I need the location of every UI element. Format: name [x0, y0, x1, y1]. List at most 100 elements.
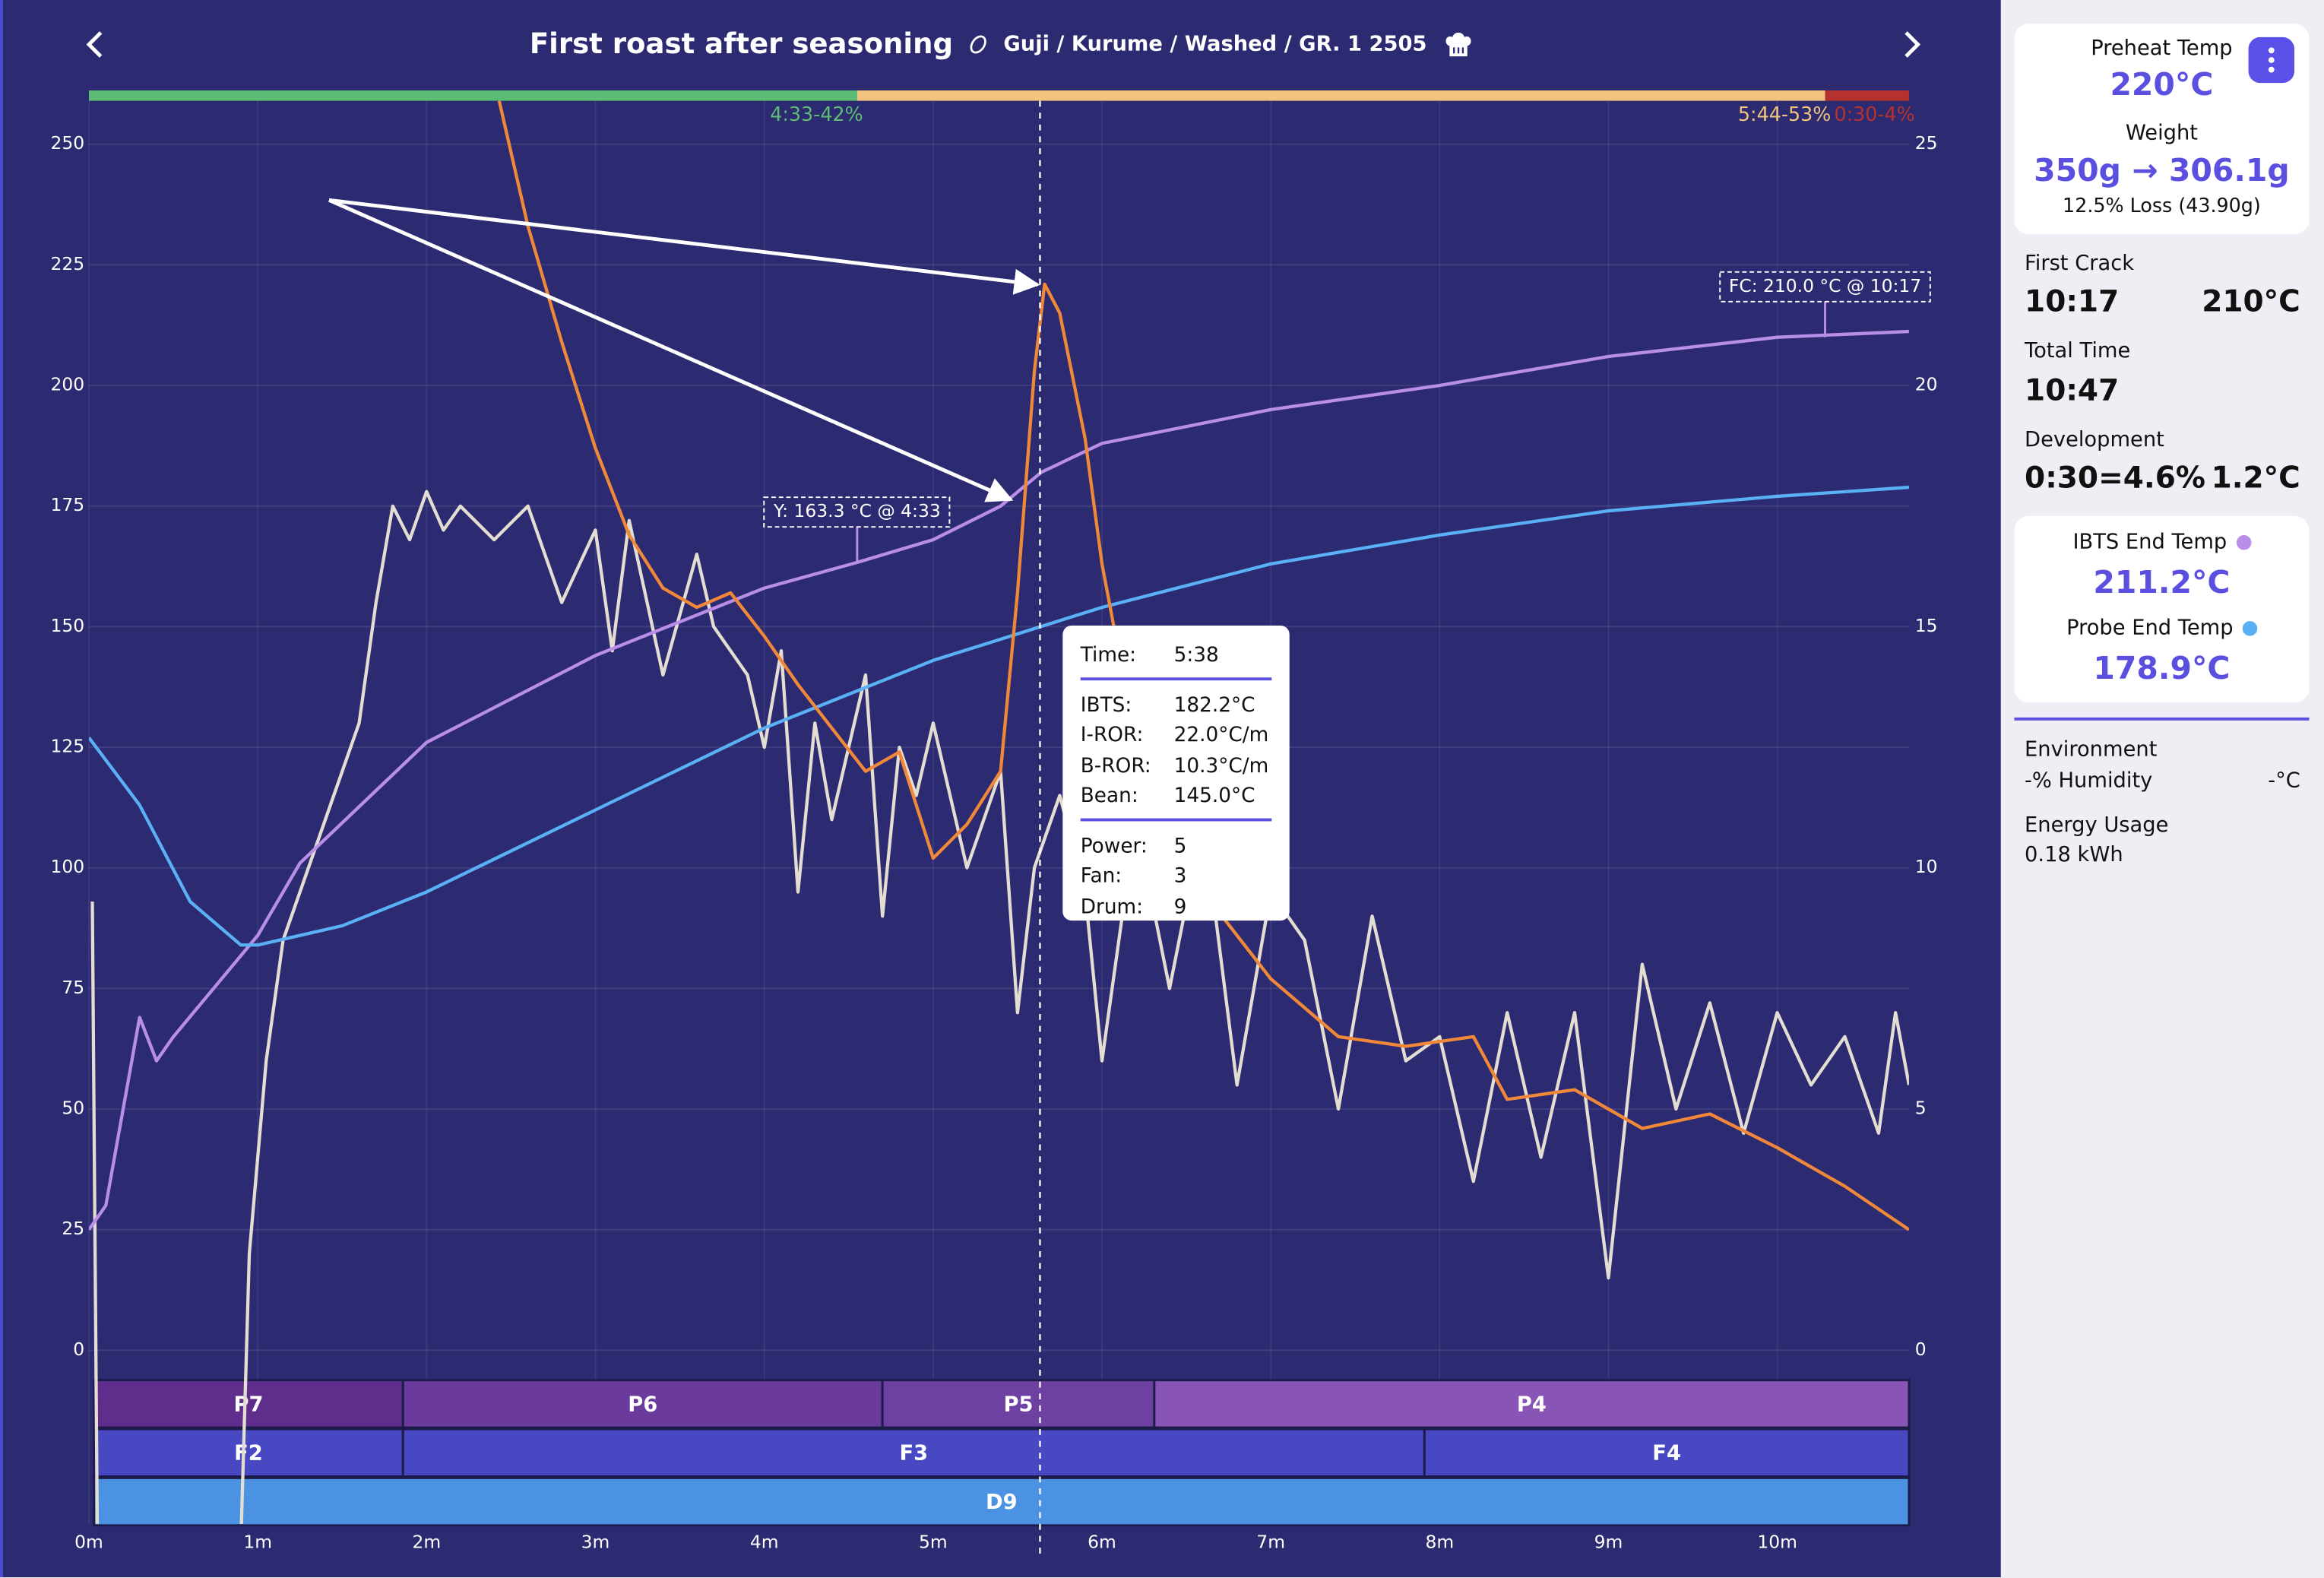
label: Environment	[2025, 738, 2158, 762]
tooltip-key: Power:	[1080, 834, 1148, 858]
menu-button[interactable]	[2248, 36, 2295, 84]
preheat-card: Preheat Temp 220°C Weight 350g → 306.1g …	[2014, 24, 2310, 235]
tooltip-key: I-ROR:	[1080, 724, 1144, 748]
arrow	[328, 198, 1040, 295]
y-tick-label: 25	[62, 1218, 84, 1239]
tooltip-value: 5	[1173, 834, 1187, 858]
x-tick-label: 1m	[243, 1532, 272, 1553]
back-button[interactable]	[74, 21, 116, 68]
label-text: Probe End Temp	[2066, 616, 2234, 641]
tooltip-group: Power: 5 Fan: 3 Drum: 9	[1081, 828, 1272, 928]
tooltip-row: Power: 5	[1081, 831, 1272, 861]
tooltip-row: B-ROR: 10.3°C/m	[1081, 751, 1272, 781]
tooltip-group: IBTS: 182.2°C I-ROR: 22.0°C/m B-ROR: 10.3°C/m…	[1080, 687, 1272, 821]
progress-segment	[89, 90, 857, 101]
y2-tick-label: 25	[1915, 132, 1938, 154]
tooltip-value: 3	[1173, 864, 1187, 889]
tooltip-key: B-ROR:	[1080, 754, 1151, 778]
tooltip-value: 182.2°C	[1173, 693, 1255, 718]
value: 1.2°C	[2211, 459, 2300, 496]
phase-bar	[401, 1379, 884, 1429]
y2-tick-label: 0	[1915, 1339, 1927, 1360]
phase-bar	[93, 1427, 404, 1478]
bean-icon	[970, 35, 986, 54]
value: 211.2°C	[2093, 565, 2231, 600]
label: Development	[2025, 428, 2164, 452]
y-tick-label: 175	[51, 494, 85, 515]
series-line	[89, 329, 1909, 1231]
label: IBTS End Temp	[2014, 531, 2309, 554]
label: Probe End Temp	[2014, 616, 2309, 641]
tooltip-row: Time: 5:38	[1081, 641, 1272, 671]
label-text: IBTS End Temp	[2072, 531, 2227, 555]
value: -% Humidity	[2025, 769, 2153, 794]
phase-bar	[93, 1379, 404, 1429]
series-line	[90, 490, 1909, 1524]
y2-tick-label: 15	[1915, 615, 1938, 636]
grid: 0 25 50 75 100 125 150 175 200 225 250 0 5 10 15 20 25 0m…	[51, 90, 1938, 1553]
value: -°C	[2268, 769, 2300, 794]
roast-title: First roast after seasoning	[529, 28, 954, 61]
phase-label: P4	[1517, 1393, 1547, 1416]
label: Preheat Temp	[2091, 36, 2233, 61]
progress-label: 4:33-42%	[770, 103, 863, 125]
loss: 12.5% Loss (43.90g)	[2063, 195, 2261, 218]
tooltip-value: 5:38	[1173, 643, 1219, 668]
value: 10:17	[2025, 283, 2120, 319]
tooltip: Time: 5:38 IBTS: 182.2°C I-ROR: 22.0°C/m B-ROR…	[1062, 626, 1290, 921]
phase-label: P6	[628, 1393, 657, 1416]
forward-button[interactable]	[1892, 21, 1933, 68]
progress-segment	[1825, 90, 1909, 101]
phase-bar	[1423, 1427, 1911, 1478]
legend-dot	[2235, 535, 2251, 550]
tooltip-value: 10.3°C/m	[1173, 754, 1269, 778]
y-tick-label: 200	[51, 374, 85, 395]
label: Weight	[2125, 121, 2199, 146]
y-tick-label: 225	[51, 253, 85, 274]
y-tick-label: 0	[73, 1339, 84, 1360]
chef-icon	[1445, 32, 1471, 57]
value: 210°C	[2202, 283, 2300, 319]
annotation-box	[1719, 271, 1931, 303]
y-tick-label: 75	[62, 977, 84, 998]
phase-bar	[1153, 1379, 1911, 1429]
chart: 0 25 50 75 100 125 150 175 200 225 250 0 5 10 15 20 25 0m…	[51, 90, 1938, 1554]
value: 10:47	[2025, 372, 2120, 408]
tooltip-row: Drum: 9	[1081, 892, 1272, 922]
x-tick-label: 5m	[919, 1532, 948, 1553]
phase-label: P5	[1004, 1393, 1034, 1416]
label: Total Time	[2025, 339, 2131, 363]
annotation-label: Y: 163.3 °C @ 4:33	[773, 500, 941, 521]
tooltip-key: Fan:	[1080, 864, 1122, 889]
x-tick-label: 2m	[413, 1532, 442, 1553]
value: 178.9°C	[2093, 651, 2231, 686]
series-line	[89, 485, 1909, 947]
progress-label: 0:30-4%	[1834, 103, 1914, 125]
arrow	[328, 198, 1014, 502]
x-tick-label: 10m	[1757, 1532, 1797, 1553]
tooltip-value: 22.0°C/m	[1173, 724, 1269, 748]
divider	[2014, 717, 2310, 721]
tooltip-value: 9	[1173, 895, 1187, 919]
tooltip-key: Time:	[1080, 643, 1137, 668]
x-tick-label: 0m	[74, 1532, 103, 1553]
progress-label: 5:44-53%	[1738, 103, 1831, 125]
y2-tick-label: 20	[1915, 374, 1938, 395]
tooltip-key: Bean:	[1080, 784, 1138, 809]
chart-panel: 0 25 50 75 100 125 150 175 200 225 250 0 5 10 15 20 25 0m…	[0, 0, 2001, 1578]
tooltip-row: Fan: 3	[1081, 861, 1272, 892]
phase-bars: P7 P6 P5 P4 F2 F3 F4 D9	[93, 1379, 1911, 1527]
tooltip-row: I-ROR: 22.0°C/m	[1081, 721, 1272, 751]
value: 0.18 kWh	[2025, 843, 2123, 867]
value: 0:30=4.6%	[2025, 459, 2205, 496]
legend-dot	[2242, 621, 2257, 636]
tooltip-row: Bean: 145.0°C	[1081, 781, 1272, 812]
y-tick-label: 50	[62, 1098, 84, 1119]
tooltip-group: Time: 5:38	[1080, 638, 1272, 680]
x-tick-label: 7m	[1256, 1532, 1285, 1553]
label: First Crack	[2025, 252, 2135, 276]
phase-label: P7	[233, 1393, 263, 1416]
y2-tick-label: 10	[1915, 856, 1938, 877]
